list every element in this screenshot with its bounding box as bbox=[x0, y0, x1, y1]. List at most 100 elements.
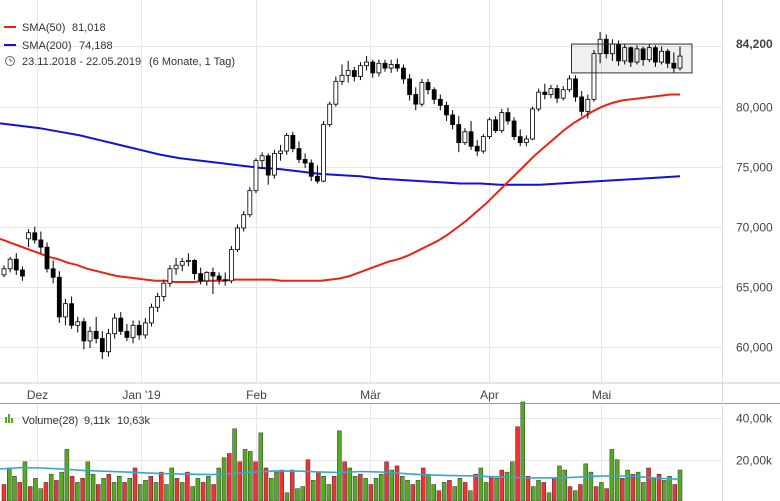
candlesticks bbox=[1, 32, 683, 359]
volume-bar bbox=[143, 480, 148, 501]
candle-body bbox=[493, 119, 499, 131]
volume-bar bbox=[153, 482, 159, 501]
volume-bar bbox=[405, 480, 410, 501]
candle-body bbox=[278, 150, 283, 154]
volume-bar bbox=[310, 480, 316, 501]
candle-body bbox=[640, 48, 646, 61]
volume-bar bbox=[572, 490, 578, 501]
volume-average-value: 10,63k bbox=[117, 415, 151, 427]
candle-body bbox=[204, 272, 210, 282]
candle-body bbox=[659, 50, 664, 63]
candle-body bbox=[142, 322, 148, 336]
candle-body bbox=[566, 78, 572, 91]
candle-body bbox=[136, 324, 142, 336]
volume-value: 9,11k bbox=[84, 415, 111, 427]
candle-body bbox=[370, 61, 376, 74]
volume-bar bbox=[578, 484, 583, 501]
volume-bar bbox=[38, 488, 43, 501]
candle-body bbox=[87, 330, 93, 342]
candle-body bbox=[271, 153, 277, 176]
volume-bar bbox=[295, 488, 300, 501]
volume-tick-label: 40,00k bbox=[736, 412, 773, 426]
volume-bar bbox=[69, 475, 75, 501]
candle-body bbox=[235, 227, 240, 250]
candle-body bbox=[339, 74, 345, 82]
candle-body bbox=[161, 282, 167, 297]
candle-body bbox=[573, 78, 578, 98]
volume-bar bbox=[363, 478, 368, 501]
volume-bar bbox=[12, 475, 17, 501]
volume-bar bbox=[6, 467, 12, 501]
candle-body bbox=[376, 62, 382, 74]
volume-bar bbox=[122, 482, 127, 501]
last-price-label: 84,200 bbox=[736, 37, 773, 51]
volume-bar bbox=[284, 492, 290, 501]
sma200-label: SMA(200) bbox=[22, 40, 72, 52]
clock-icon bbox=[5, 56, 15, 66]
candle-body bbox=[536, 91, 542, 110]
volume-icon bbox=[5, 414, 13, 423]
candle-body bbox=[26, 232, 31, 240]
x-tick-label: Mai bbox=[592, 388, 611, 402]
volume-bar bbox=[620, 478, 625, 501]
volume-bar bbox=[80, 478, 85, 501]
candle-body bbox=[69, 303, 74, 326]
last-price-badge: 84,200 bbox=[726, 36, 776, 52]
candle-body bbox=[585, 98, 591, 112]
volume-bar bbox=[111, 482, 117, 501]
volume-bar bbox=[478, 467, 484, 501]
candle-body bbox=[394, 64, 400, 69]
volume-bar bbox=[635, 471, 641, 501]
candle-body bbox=[480, 136, 486, 152]
candle-body bbox=[99, 338, 105, 353]
candle-body bbox=[50, 268, 56, 278]
volume-bar bbox=[562, 469, 567, 501]
volume-bar bbox=[85, 461, 91, 501]
candle-body bbox=[431, 89, 437, 100]
candle-body bbox=[388, 64, 394, 69]
volume-bar bbox=[625, 469, 630, 501]
candle-body bbox=[296, 148, 302, 160]
volume-bar bbox=[499, 469, 505, 501]
volume-bar bbox=[415, 480, 421, 501]
volume-bar bbox=[536, 480, 541, 501]
volume-bar bbox=[662, 480, 667, 501]
y-tick-label: 60,000 bbox=[736, 341, 773, 355]
volume-legend: Volume(28) 9,11k 10,63k bbox=[5, 414, 151, 427]
volume-bar bbox=[546, 492, 552, 501]
candle-body bbox=[228, 249, 234, 282]
volume-bar bbox=[593, 486, 599, 501]
volume-bar bbox=[436, 490, 442, 501]
sma50-label: SMA(50) bbox=[22, 22, 65, 34]
candle-body bbox=[192, 260, 197, 275]
volume-bar bbox=[677, 469, 683, 501]
volume-bar bbox=[426, 473, 431, 501]
candle-body bbox=[124, 330, 130, 338]
volume-bar bbox=[641, 482, 646, 501]
volume-bar bbox=[358, 473, 363, 501]
period-label: 23.11.2018 - 22.05.2019 bbox=[22, 56, 141, 68]
x-tick-label: Jan '19 bbox=[122, 388, 161, 402]
candle-body bbox=[167, 268, 173, 284]
candle-body bbox=[419, 82, 425, 105]
recent-range-box bbox=[571, 43, 693, 74]
volume-bar bbox=[462, 482, 468, 501]
volume-bar bbox=[483, 482, 489, 501]
volume-bar bbox=[588, 471, 594, 501]
volume-bar bbox=[195, 478, 201, 501]
candle-body bbox=[308, 162, 314, 177]
candle-body bbox=[517, 136, 523, 144]
volume-bar bbox=[656, 473, 662, 501]
volume-bar bbox=[441, 482, 447, 501]
volume-bar bbox=[117, 475, 122, 501]
candle-body bbox=[315, 175, 320, 182]
volume-bar bbox=[604, 488, 609, 501]
volume-bar bbox=[646, 467, 651, 501]
volume-bar bbox=[379, 473, 384, 501]
volume-bar bbox=[337, 430, 342, 501]
volume-bar bbox=[321, 475, 326, 501]
volume-bar bbox=[289, 469, 295, 501]
candle-body bbox=[487, 119, 492, 138]
volume-bar bbox=[54, 480, 59, 501]
volume-bar bbox=[101, 478, 106, 501]
